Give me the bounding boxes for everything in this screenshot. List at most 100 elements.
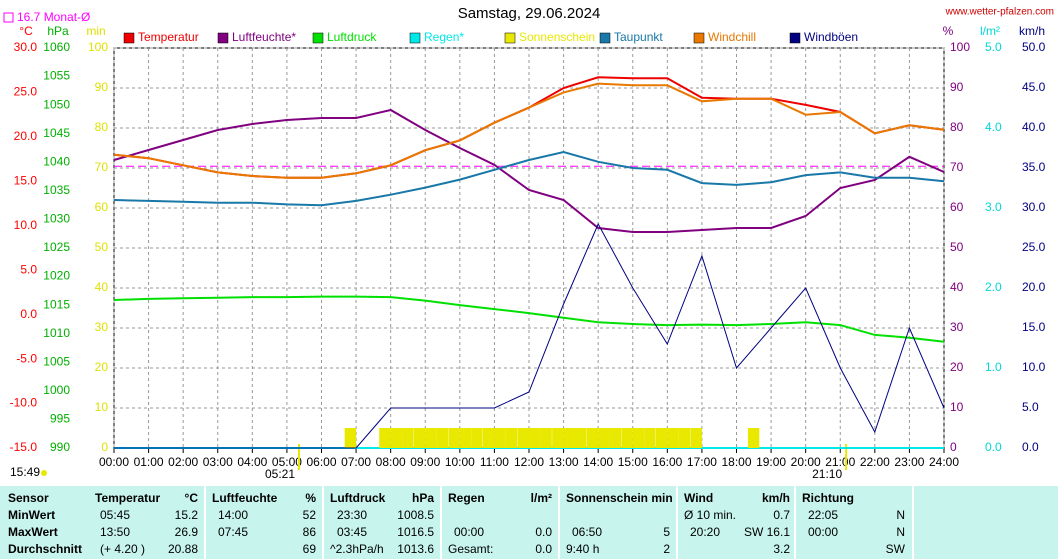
x-tick-label: 23:00 bbox=[894, 455, 924, 469]
y-tick-label: 25.0 bbox=[1022, 240, 1046, 254]
table-header: km/h bbox=[762, 491, 790, 505]
y-tick-label: 80 bbox=[950, 120, 964, 134]
y-tick-label: 50.0 bbox=[1022, 40, 1046, 54]
table-header: Wind bbox=[684, 491, 713, 505]
sun-bar bbox=[529, 428, 541, 448]
table-cell: 1008.5 bbox=[397, 508, 434, 522]
avg-legend: 16.7 Monat-Ø bbox=[17, 10, 90, 24]
table-cell: Durchschnitt bbox=[8, 542, 82, 556]
sun-bar bbox=[540, 428, 552, 448]
sun-bar bbox=[586, 428, 599, 448]
legend-swatch bbox=[217, 32, 229, 44]
y-tick-label: 90 bbox=[95, 80, 109, 94]
sun-bar bbox=[552, 428, 564, 448]
axis-unit: °C bbox=[19, 24, 33, 38]
table-cell: 05:45 bbox=[100, 508, 130, 522]
time: 15:49 bbox=[10, 465, 40, 479]
table-cell: 69 bbox=[303, 542, 317, 556]
y-tick-label: 5.0 bbox=[1022, 400, 1039, 414]
table-cell: N bbox=[896, 508, 905, 522]
sun-bar bbox=[425, 428, 437, 448]
y-tick-label: 1025 bbox=[43, 240, 70, 254]
y-tick-label: 5.0 bbox=[20, 262, 37, 276]
x-tick-label: 17:00 bbox=[687, 455, 717, 469]
x-tick-label: 12:00 bbox=[514, 455, 544, 469]
x-tick-label: 10:00 bbox=[445, 455, 475, 469]
table-cell: SW 16.1 bbox=[744, 525, 790, 539]
y-tick-label: 50 bbox=[95, 240, 109, 254]
avg-legend-box bbox=[3, 12, 14, 23]
y-tick-label: 30.0 bbox=[1022, 200, 1046, 214]
table-cell: 86 bbox=[303, 525, 317, 539]
table-cell: 9:40 h bbox=[566, 542, 599, 556]
y-tick-label: 1.0 bbox=[985, 360, 1002, 374]
sun-bar bbox=[471, 428, 483, 448]
sun-bar bbox=[563, 428, 575, 448]
sun-bar bbox=[678, 428, 691, 448]
sun-bar bbox=[655, 428, 668, 448]
legend-swatch bbox=[409, 32, 421, 44]
y-tick-label: 15.0 bbox=[14, 174, 38, 188]
y-tick-label: 1010 bbox=[43, 326, 70, 340]
legend-swatch bbox=[504, 32, 516, 44]
x-tick-label: 19:00 bbox=[756, 455, 786, 469]
y-tick-label: 25.0 bbox=[14, 85, 38, 99]
table-cell: 20.88 bbox=[168, 542, 198, 556]
sun-bar bbox=[402, 428, 414, 448]
table-header: Richtung bbox=[802, 491, 854, 505]
sun-bar bbox=[379, 428, 391, 448]
y-tick-label: 0 bbox=[950, 440, 957, 454]
table-cell: 52 bbox=[303, 508, 317, 522]
sun-bar bbox=[413, 428, 426, 448]
table-header: Luftfeuchte bbox=[212, 491, 278, 505]
sun-bar bbox=[574, 428, 587, 448]
y-tick-label: 1000 bbox=[43, 383, 70, 397]
sun-bar bbox=[609, 428, 621, 448]
legend-label: Sonnenschein bbox=[519, 30, 595, 44]
y-tick-label: 30 bbox=[950, 320, 964, 334]
sun-bar bbox=[621, 428, 633, 448]
table-cell: (+ 4.20 ) bbox=[100, 542, 145, 556]
y-tick-label: 10.0 bbox=[1022, 360, 1046, 374]
table-header: Sensor bbox=[8, 491, 49, 505]
y-tick-label: 30.0 bbox=[14, 40, 38, 54]
y-tick-label: 15.0 bbox=[1022, 320, 1046, 334]
legend-label: Regen* bbox=[424, 30, 464, 44]
y-tick-label: 45.0 bbox=[1022, 80, 1046, 94]
y-tick-label: 1030 bbox=[43, 212, 70, 226]
table-cell: 22:05 bbox=[808, 508, 838, 522]
axis-unit: hPa bbox=[47, 24, 69, 38]
x-tick-label: 03:00 bbox=[203, 455, 233, 469]
y-tick-label: 2.0 bbox=[985, 280, 1002, 294]
y-tick-label: 0.0 bbox=[985, 440, 1002, 454]
y-tick-label: 90 bbox=[950, 80, 964, 94]
y-tick-label: 0 bbox=[101, 440, 108, 454]
y-tick-label: 20 bbox=[950, 360, 964, 374]
table-bg bbox=[0, 486, 1058, 559]
x-tick-label: 04:00 bbox=[237, 455, 267, 469]
y-tick-label: 100 bbox=[88, 40, 108, 54]
axis-unit: l/m² bbox=[980, 24, 1000, 38]
y-tick-label: 10.0 bbox=[14, 218, 38, 232]
axis-unit: % bbox=[943, 24, 954, 38]
y-tick-label: 1015 bbox=[43, 297, 70, 311]
x-tick-label: 11:00 bbox=[480, 455, 509, 469]
sunrise-label: 05:21 bbox=[265, 467, 295, 481]
y-tick-label: 990 bbox=[50, 440, 70, 454]
y-tick-label: 40.0 bbox=[1022, 120, 1046, 134]
table-cell: 00:00 bbox=[454, 525, 484, 539]
table-cell: MaxWert bbox=[8, 525, 58, 539]
table-header: l/m² bbox=[531, 491, 552, 505]
series-line bbox=[113, 82, 945, 179]
sun-bar bbox=[448, 428, 460, 448]
y-tick-label: 1040 bbox=[43, 154, 70, 168]
y-tick-label: 10 bbox=[95, 400, 109, 414]
y-tick-label: 60 bbox=[95, 200, 109, 214]
y-tick-label: 3.0 bbox=[985, 200, 1002, 214]
y-tick-label: 4.0 bbox=[985, 120, 1002, 134]
y-tick-label: 1035 bbox=[43, 183, 70, 197]
x-tick-label: 22:00 bbox=[860, 455, 890, 469]
y-tick-label: 80 bbox=[95, 120, 109, 134]
sun-bar bbox=[747, 428, 760, 448]
